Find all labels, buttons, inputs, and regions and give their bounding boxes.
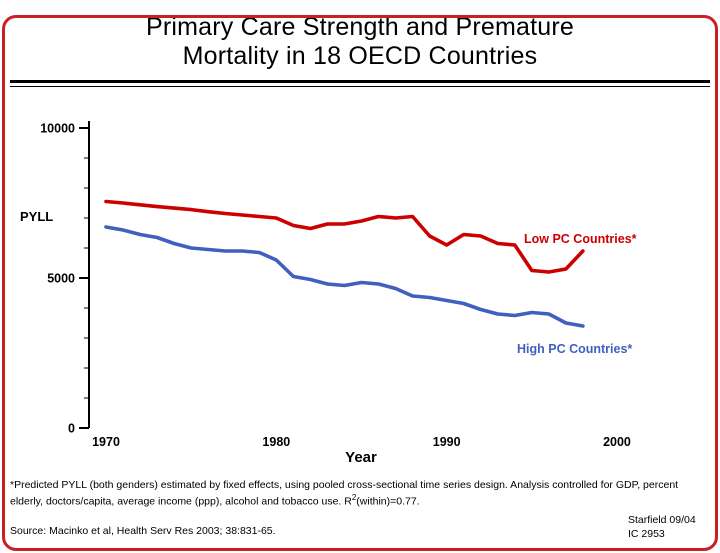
x-axis-label: Year <box>345 449 377 466</box>
page-title-line2: Mortality in 18 OECD Countries <box>182 42 538 71</box>
footnote: *Predicted PYLL (both genders) estimated… <box>10 479 712 509</box>
source-note: Source: Macinko et al, Health Serv Res 2… <box>10 525 276 537</box>
credit-id: IC 2953 <box>628 527 665 540</box>
credit-author-date: Starfield 09/04 <box>628 514 696 526</box>
series-label-low-pc: Low PC Countries* <box>524 232 637 246</box>
svg-text:1990: 1990 <box>433 435 461 449</box>
footnote-text-1: *Predicted PYLL (both genders) estimated… <box>10 479 679 508</box>
svg-text:1970: 1970 <box>92 435 120 449</box>
chart-svg: 0 5000 10000 1970 1980 1990 2000 <box>40 121 631 449</box>
title-divider <box>10 79 710 87</box>
footnote-superscript: 2 <box>351 492 357 502</box>
svg-text:2000: 2000 <box>603 435 631 449</box>
svg-text:10000: 10000 <box>40 122 75 136</box>
credit-block: Starfield 09/04 IC 2953 <box>628 514 696 541</box>
y-axis-label: PYLL <box>20 209 54 224</box>
svg-text:5000: 5000 <box>47 272 75 286</box>
footnote-text-2: (within)=0.77. <box>356 495 420 508</box>
svg-text:0: 0 <box>68 422 75 436</box>
series-label-high-pc: High PC Countries* <box>517 342 633 356</box>
svg-text:1980: 1980 <box>262 435 290 449</box>
